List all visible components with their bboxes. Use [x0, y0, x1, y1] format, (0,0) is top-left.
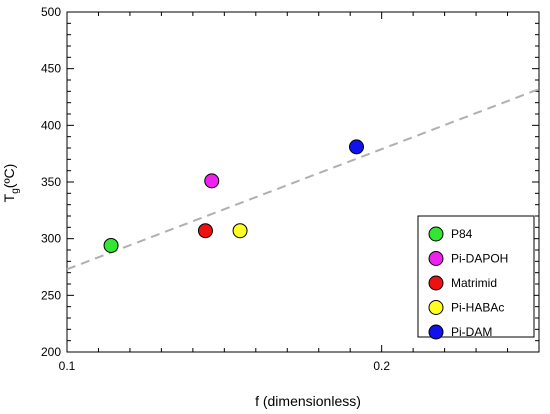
- legend-label: Pi-HABAc: [451, 301, 504, 315]
- y-axis-title-main: T: [1, 193, 17, 202]
- legend-marker: [428, 324, 444, 340]
- data-point: [232, 223, 248, 239]
- legend: P84 Pi-DAPOH Matrimid Pi-HABAc Pi-DAM: [417, 215, 535, 340]
- legend-label: Pi-DAPOH: [451, 252, 508, 266]
- x-tick-label: 0.1: [59, 359, 76, 373]
- data-point: [348, 139, 364, 155]
- y-tick-label: 450: [41, 62, 61, 76]
- y-axis-title-unit: (ºC): [1, 164, 17, 189]
- trend-line: [66, 88, 540, 271]
- data-point: [197, 223, 213, 239]
- legend-marker: [428, 251, 444, 266]
- legend-marker: [428, 275, 444, 291]
- y-tick-label: 500: [41, 5, 61, 19]
- y-axis-title: Tg(ºC): [1, 164, 21, 203]
- y-tick-label: 400: [41, 118, 61, 132]
- x-tick-label: 0.2: [373, 359, 390, 373]
- y-tick-label: 250: [41, 288, 61, 302]
- y-tick-label: 300: [41, 232, 61, 246]
- y-axis-title-subscript: g: [10, 188, 21, 194]
- legend-label: P84: [451, 227, 473, 241]
- legend-marker: [428, 300, 444, 315]
- y-tick-label: 350: [41, 175, 61, 189]
- legend-label: Matrimid: [451, 276, 497, 290]
- legend-label: Pi-DAM: [451, 325, 492, 339]
- data-point: [204, 173, 220, 189]
- legend-marker: [428, 226, 444, 242]
- y-tick-label: 200: [41, 345, 61, 359]
- data-point: [103, 237, 119, 253]
- x-axis-title: f (dimensionless): [255, 393, 361, 409]
